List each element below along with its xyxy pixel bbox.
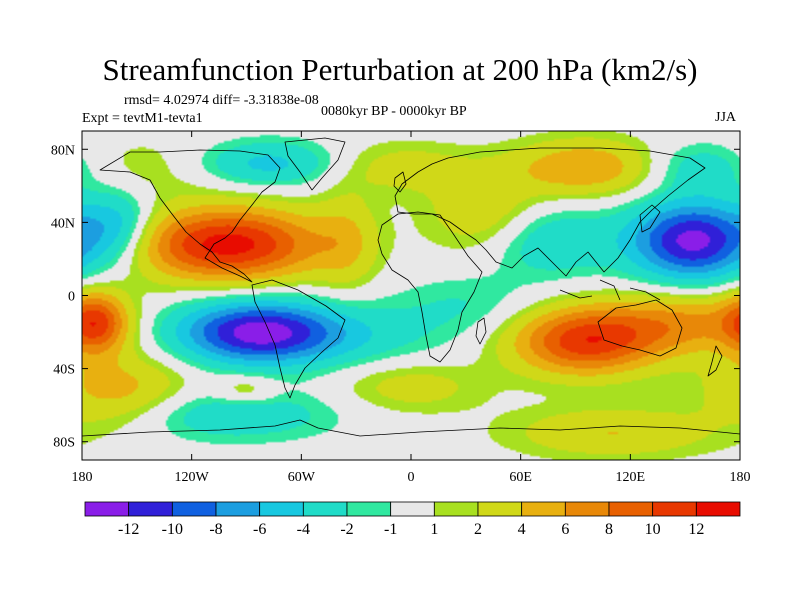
x-tick-label: 120W <box>175 470 210 485</box>
colorbar-label: 4 <box>518 521 526 538</box>
coastline-new-zealand <box>707 345 723 377</box>
colorbar: -12 -10 -8 -6 -4 -2 -1 1 2 4 6 8 10 12 <box>84 501 741 538</box>
colorbar-box <box>564 501 610 517</box>
colorbar-box <box>608 501 654 517</box>
coastline-maritime-continent <box>559 279 661 301</box>
y-tick-label: 80S <box>53 436 75 451</box>
period-label: 0080kyr BP - 0000kyr BP <box>321 104 467 119</box>
colorbar-box <box>346 501 392 517</box>
coastline-eurasia <box>394 147 706 277</box>
colorbar-box <box>302 501 348 517</box>
colorbar-box <box>652 501 697 517</box>
colorbar-box <box>128 501 173 517</box>
chart-title: Streamfunction Perturbation at 200 hPa (… <box>102 52 698 87</box>
colorbar-box <box>215 501 261 517</box>
colorbar-label: 12 <box>688 521 704 538</box>
colorbar-box <box>521 501 566 517</box>
x-tick-label: 60W <box>288 470 316 485</box>
streamfunction-field <box>82 131 740 460</box>
x-tick-label: 180 <box>72 470 93 485</box>
colorbar-label: -1 <box>384 521 397 538</box>
coastline-madagascar <box>475 317 487 345</box>
colorbar-box <box>390 501 435 517</box>
plot-area <box>82 131 740 460</box>
y-tick-label: 80N <box>51 143 75 158</box>
coastline-antarctica <box>82 419 740 437</box>
colorbar-label: 10 <box>645 521 661 538</box>
x-tick-label: 0 <box>408 470 415 485</box>
colorbar-box <box>171 501 217 517</box>
coastline-british-isles <box>393 171 407 193</box>
colorbar-box <box>259 501 304 517</box>
x-tick-label: 60E <box>509 470 532 485</box>
coastline-africa <box>377 211 483 363</box>
season-label: JJA <box>715 110 737 125</box>
colorbar-label: -6 <box>253 521 266 538</box>
x-tick-label: 180 <box>730 470 751 485</box>
y-tick-label: 0 <box>68 290 75 305</box>
colorbar-label: -10 <box>162 521 183 538</box>
coastline-greenland <box>284 137 346 191</box>
colorbar-label: -8 <box>209 521 222 538</box>
x-tick-label: 120E <box>616 470 646 485</box>
colorbar-label: 8 <box>605 521 613 538</box>
colorbar-label: -12 <box>118 521 139 538</box>
colorbar-box <box>433 501 479 517</box>
colorbar-box <box>477 501 523 517</box>
coastline-japan <box>639 204 661 233</box>
colorbar-box <box>84 501 130 517</box>
y-tick-label: 40N <box>51 216 75 231</box>
experiment-label: Expt = tevtM1-tevta1 <box>82 111 203 126</box>
stats-text: rmsd= 4.02974 diff= -3.31838e-08 <box>124 93 319 108</box>
coastline-south-america <box>251 279 346 399</box>
colorbar-label: 2 <box>474 521 482 538</box>
coastline-north-america <box>99 149 281 283</box>
colorbar-label: 1 <box>430 521 438 538</box>
colorbar-label: 6 <box>561 521 569 538</box>
colorbar-label: -4 <box>297 521 310 538</box>
colorbar-label: -2 <box>340 521 353 538</box>
colorbar-box <box>695 501 741 517</box>
coastline-australia <box>597 299 683 357</box>
y-tick-label: 40S <box>53 363 75 378</box>
axes: 180 120W 60W 0 60E 120E 180 80N 40N 0 40S 80S <box>51 131 751 485</box>
coastlines <box>82 137 740 437</box>
